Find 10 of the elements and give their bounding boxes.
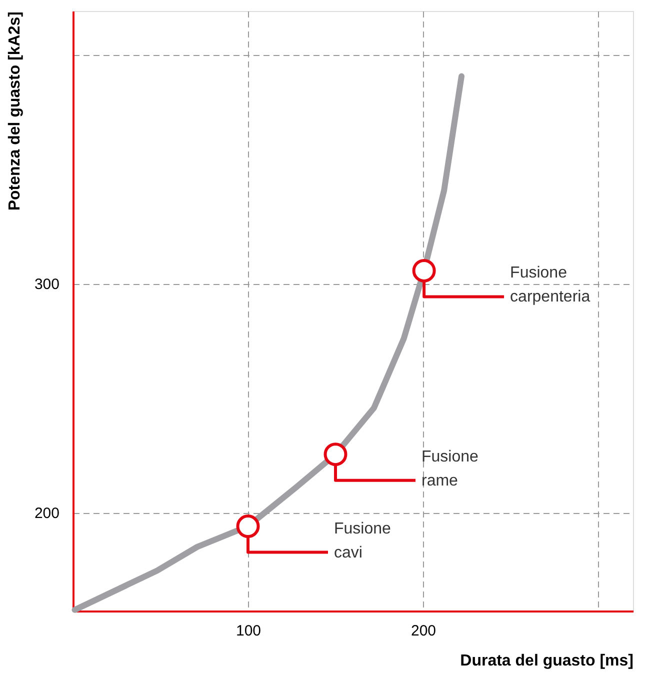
point xyxy=(412,258,436,282)
point xyxy=(324,442,348,466)
x-tick-label: 100 xyxy=(236,622,262,640)
annotation: Fusione rame xyxy=(422,448,479,490)
y-tick-label: 300 xyxy=(34,276,60,294)
x-axis-title: Durata del guasto [ms] xyxy=(460,652,634,670)
y-axis-title: Potenza del guasto [kA2s] xyxy=(6,12,24,211)
annotation: Fusione carpenteria xyxy=(510,264,590,306)
annotation: Fusione cavi xyxy=(334,520,392,562)
point xyxy=(236,514,260,538)
